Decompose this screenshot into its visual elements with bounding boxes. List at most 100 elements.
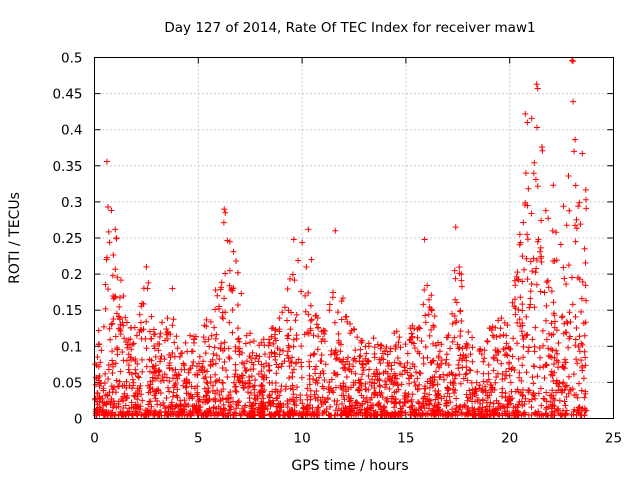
data-point (519, 253, 526, 260)
data-point (553, 389, 560, 396)
data-point (231, 379, 238, 386)
data-point (214, 292, 221, 299)
x-axis-label: GPS time / hours (291, 458, 408, 474)
data-point (444, 334, 451, 341)
data-point (187, 365, 194, 372)
data-point (401, 409, 408, 416)
data-point (154, 340, 161, 347)
data-point (504, 411, 511, 418)
data-point (313, 363, 320, 370)
data-point (207, 363, 214, 370)
data-point (266, 391, 273, 398)
data-point (206, 410, 213, 417)
data-point (514, 319, 521, 326)
data-point (243, 358, 250, 365)
data-point (579, 150, 586, 157)
data-point (217, 286, 224, 293)
data-point (515, 409, 522, 416)
data-point (271, 331, 278, 338)
data-point (508, 366, 515, 373)
data-point (198, 412, 205, 419)
data-point (322, 399, 329, 406)
data-point (432, 396, 439, 403)
data-point (466, 366, 473, 373)
data-point (532, 176, 539, 183)
data-point (409, 333, 416, 340)
data-point (520, 343, 527, 350)
data-point (520, 336, 527, 343)
data-point (222, 209, 229, 216)
data-point (150, 363, 157, 370)
data-point (226, 407, 233, 414)
data-point (457, 333, 464, 340)
data-point (427, 410, 434, 417)
data-point (218, 279, 225, 286)
data-point (123, 411, 130, 418)
data-point (341, 396, 348, 403)
data-point (106, 239, 113, 246)
data-point (363, 350, 370, 357)
data-point (420, 301, 427, 308)
data-point (367, 396, 374, 403)
data-point (498, 393, 505, 400)
data-point (447, 345, 454, 352)
data-point (134, 373, 141, 380)
data-point (446, 393, 453, 400)
data-point (101, 400, 108, 407)
data-point (558, 314, 565, 321)
data-point (411, 363, 418, 370)
data-point (332, 347, 339, 354)
data-point (235, 377, 242, 384)
data-point (352, 379, 359, 386)
data-point (575, 343, 582, 350)
data-point (143, 263, 150, 270)
data-point (406, 375, 413, 382)
data-point (195, 397, 202, 404)
data-point (451, 375, 458, 382)
data-point (256, 342, 263, 349)
data-point (321, 330, 328, 337)
data-point (467, 395, 474, 402)
data-point (340, 380, 347, 387)
data-point (444, 372, 451, 379)
data-point (226, 267, 233, 274)
data-point (451, 389, 458, 396)
data-point (238, 372, 245, 379)
data-point (519, 322, 526, 329)
data-point (392, 343, 399, 350)
data-point (495, 349, 502, 356)
data-point (272, 326, 279, 333)
data-point (318, 352, 325, 359)
data-point (551, 360, 558, 367)
data-point (279, 309, 286, 316)
data-point (220, 219, 227, 226)
data-point (566, 207, 573, 214)
data-point (247, 330, 254, 337)
x-tick-label: 20 (501, 431, 518, 447)
data-point (313, 321, 320, 328)
data-point (408, 396, 415, 403)
data-point (465, 329, 472, 336)
data-point (345, 386, 352, 393)
data-point (196, 353, 203, 360)
data-point (114, 274, 121, 281)
data-point (527, 288, 534, 295)
data-point (450, 379, 457, 386)
data-point (484, 337, 491, 344)
data-point (480, 397, 487, 404)
data-point (518, 377, 525, 384)
data-point (500, 331, 507, 338)
data-point (94, 353, 101, 360)
data-point (213, 377, 220, 384)
data-point (541, 289, 548, 296)
data-point (514, 404, 521, 411)
data-point (580, 320, 587, 327)
data-point (157, 358, 164, 365)
data-point (562, 383, 569, 390)
data-point (268, 349, 275, 356)
data-point (309, 404, 316, 411)
data-point (345, 394, 352, 401)
data-point (201, 338, 208, 345)
data-point (498, 315, 505, 322)
data-point (402, 389, 409, 396)
